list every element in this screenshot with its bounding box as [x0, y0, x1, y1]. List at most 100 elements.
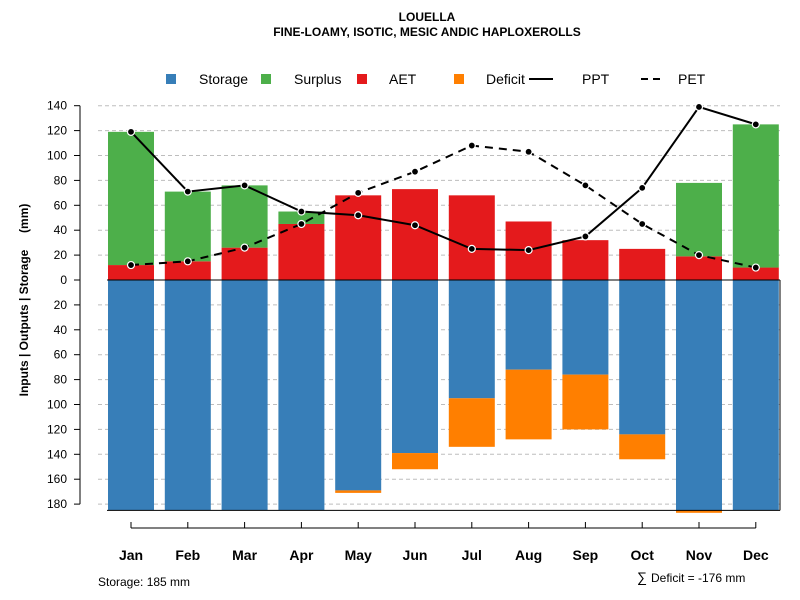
bar-storage [108, 280, 154, 511]
x-tick-label: Mar [232, 547, 257, 563]
x-tick-label: Jul [462, 547, 482, 563]
chart-subtitle: FINE-LOAMY, ISOTIC, MESIC ANDIC HAPLOXER… [273, 25, 581, 39]
x-tick-label: Jan [119, 547, 143, 563]
bar-storage [278, 280, 325, 511]
point-ppt [354, 211, 363, 220]
point-ppt [694, 102, 704, 112]
point-pet [354, 188, 363, 197]
point-ppt [183, 187, 192, 196]
y-tick-label: 140 [47, 99, 67, 113]
series-lines [126, 102, 760, 272]
legend-label: Deficit [486, 71, 525, 87]
bar-aet [732, 267, 779, 280]
point-pet [467, 141, 476, 150]
point-pet [297, 219, 306, 229]
legend-label: AET [389, 71, 417, 87]
gridlines [98, 105, 780, 505]
legend-swatch-surplus [261, 74, 271, 84]
bar-storage [335, 280, 382, 491]
point-pet [751, 263, 760, 272]
x-tick-label: May [345, 547, 372, 563]
bar-deficit [619, 434, 666, 460]
point-ppt [751, 120, 760, 129]
y-tick-label: 180 [47, 497, 67, 511]
bar-surplus [732, 124, 779, 268]
bar-deficit [335, 490, 382, 493]
bar-storage [505, 280, 552, 370]
x-tick-label: Oct [631, 547, 655, 563]
y-tick-label: 100 [47, 149, 67, 163]
bar-storage [562, 280, 609, 375]
bar-surplus [221, 185, 268, 248]
y-tick-label: 120 [47, 124, 67, 138]
deficit-sum-symbol: ∑ [637, 569, 647, 585]
point-pet [581, 181, 590, 190]
y-tick-label: 120 [47, 422, 67, 436]
chart-title: LOUELLA [399, 10, 456, 24]
x-tick-label: Dec [743, 547, 769, 563]
y-tick-label: 0 [60, 273, 67, 287]
bar-storage [732, 280, 779, 511]
bar-aet [676, 256, 722, 280]
bar-deficit [392, 453, 438, 470]
legend-swatch-deficit [454, 74, 464, 84]
y-tick-label: 20 [54, 248, 68, 262]
legend: Storage Surplus AET Deficit PPT PET [166, 71, 706, 87]
bar-deficit [448, 398, 495, 447]
bar-storage [619, 280, 666, 435]
y-tick-label: 60 [54, 348, 68, 362]
bar-aet [392, 189, 438, 280]
storage-annotation: Storage: 185 mm [98, 575, 190, 589]
bar-storage [164, 280, 211, 511]
y-axis-label: Inputs | Outputs | Storage (mm) [17, 204, 31, 397]
y-tick-label: 20 [54, 298, 68, 312]
bar-surplus [164, 191, 211, 262]
bar-deficit [562, 374, 609, 430]
bar-aet [108, 265, 154, 280]
point-ppt [467, 244, 476, 253]
bar-deficit [505, 369, 552, 440]
line-ppt [130, 105, 757, 252]
point-ppt [581, 232, 590, 241]
y-tick-label: 40 [54, 223, 68, 237]
legend-swatch-storage [166, 74, 176, 84]
bar-aet [278, 223, 325, 280]
bar-storage [676, 280, 722, 511]
bar-aet [619, 248, 666, 280]
y-tick-label: 40 [54, 323, 68, 337]
bar-deficit [676, 510, 722, 513]
point-pet [240, 243, 249, 252]
point-ppt [240, 181, 249, 190]
bar-aet [448, 195, 495, 280]
bar-surplus [676, 182, 722, 257]
x-tick-label: Feb [175, 547, 200, 563]
point-pet [183, 257, 192, 266]
legend-label: PET [678, 71, 706, 87]
point-ppt [638, 183, 647, 192]
point-ppt [524, 246, 533, 255]
point-ppt [297, 207, 306, 216]
bar-storage [221, 280, 268, 511]
point-pet [524, 147, 533, 156]
y-tick-label: 80 [54, 173, 68, 187]
y-tick-label: 80 [54, 373, 68, 387]
legend-label: PPT [582, 71, 610, 87]
bar-aet [335, 195, 382, 280]
point-pet [638, 219, 647, 229]
x-tick-label: Nov [686, 547, 713, 563]
bar-surplus [278, 211, 325, 224]
x-tick-label: Apr [289, 547, 314, 563]
y-tick-label: 60 [54, 198, 68, 212]
x-tick-label: Sep [573, 547, 599, 563]
point-ppt [410, 221, 420, 230]
bar-surplus [108, 131, 154, 266]
bar-storage [392, 280, 438, 454]
line-pet [130, 144, 757, 269]
bar-aet [221, 247, 268, 280]
point-pet [410, 167, 420, 176]
deficit-annotation: Deficit = -176 mm [651, 571, 745, 585]
bar-aet [164, 261, 211, 280]
bars [108, 124, 779, 513]
legend-label: Storage [199, 71, 248, 87]
